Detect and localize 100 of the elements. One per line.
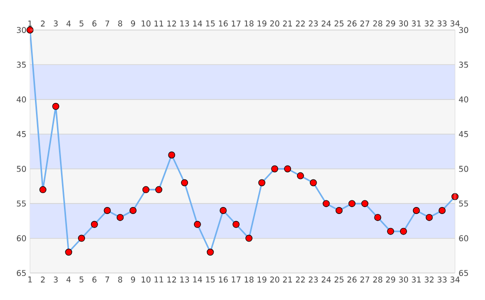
point [52, 102, 60, 110]
point [374, 214, 382, 221]
x-tick-label: 1 [28, 276, 32, 282]
x2-tick-label: 6 [92, 20, 96, 26]
point [90, 220, 98, 228]
point [271, 165, 278, 172]
x-tick-label: 30 [399, 276, 408, 283]
x-tick-label: 8 [118, 276, 122, 283]
x-tick-label: 14 [193, 276, 202, 282]
x2-tick-label: 31 [412, 20, 421, 26]
x2-tick-label: 32 [424, 20, 434, 26]
x2-tick-label: 15 [206, 20, 215, 26]
y-tick-label: 55 [16, 200, 26, 207]
x-tick-label: 33 [438, 276, 447, 283]
x2-tick-label: 10 [142, 20, 150, 26]
x-tick-label: 16 [218, 276, 228, 283]
x2-tick-label: 1 [28, 20, 32, 26]
x-tick-label: 12 [167, 276, 176, 282]
point [142, 186, 150, 194]
y2-tick-label: 60 [459, 235, 468, 242]
x-tick-label: 6 [92, 276, 96, 283]
point [39, 186, 46, 194]
point [220, 207, 227, 214]
x2-tick-label: 7 [105, 20, 110, 26]
x-tick-label: 3 [54, 276, 58, 283]
x-tick-label: 32 [424, 276, 434, 283]
x2-tick-label: 22 [296, 20, 305, 26]
x-tick-label: 23 [308, 276, 318, 283]
x2-tick-label: 17 [232, 20, 240, 26]
point [438, 207, 446, 214]
point [194, 220, 201, 228]
point [284, 165, 292, 172]
y2-tick-label: 45 [458, 131, 468, 138]
x2-tick-label: 23 [308, 20, 318, 26]
x2-tick-label: 25 [334, 20, 344, 26]
x-tick-label: 11 [154, 276, 164, 282]
point [65, 248, 72, 256]
point [336, 207, 343, 214]
point [155, 186, 162, 194]
x-tick-label: 20 [270, 276, 280, 283]
x2-tick-label: 2 [40, 20, 45, 26]
x-tick-label: 21 [283, 276, 292, 282]
x-tick-label: 28 [373, 276, 382, 283]
x2-tick-label: 8 [118, 20, 122, 26]
x-tick-label: 22 [296, 276, 305, 282]
point [258, 179, 266, 186]
x2-tick-label: 30 [399, 20, 408, 26]
x2-tick-label: 12 [167, 20, 176, 26]
x2-tick-label: 4 [66, 20, 71, 26]
point [296, 172, 304, 180]
x-tick-label: 15 [206, 276, 215, 282]
x-tick-label: 10 [142, 276, 150, 283]
y2-tick-label: 50 [459, 166, 468, 172]
x2-tick-label: 3 [54, 20, 58, 26]
x-tick-label: 24 [322, 276, 331, 282]
x2-tick-label: 28 [373, 20, 382, 26]
x-tick-label: 17 [232, 276, 240, 282]
point [322, 200, 330, 208]
x2-tick-label: 9 [130, 20, 136, 26]
point [168, 151, 176, 158]
x-tick-label: 27 [360, 276, 370, 282]
y-tick-label: 40 [16, 96, 26, 102]
y-tick-label: 30 [16, 26, 26, 34]
y2-tick-label: 30 [459, 26, 468, 34]
point [232, 220, 240, 228]
x2-tick-label: 33 [438, 20, 447, 26]
x-tick-label: 5 [80, 276, 84, 282]
point [78, 234, 86, 242]
x-tick-label: 26 [347, 276, 357, 283]
point [387, 228, 394, 235]
x2-tick-label: 18 [244, 20, 254, 26]
x-tick-label: 2 [40, 276, 45, 282]
x2-tick-label: 26 [347, 20, 357, 26]
x-tick-label: 9 [130, 276, 136, 283]
y2-tick-label: 40 [458, 96, 468, 102]
point [426, 214, 433, 221]
x2-tick-label: 27 [360, 20, 370, 26]
point [310, 179, 317, 186]
x2-tick-label: 19 [258, 20, 266, 26]
x2-tick-label: 24 [322, 20, 331, 26]
point [245, 234, 252, 242]
x2-tick-label: 20 [270, 20, 280, 26]
point [348, 200, 356, 208]
point [130, 207, 137, 214]
x2-tick-label: 11 [154, 20, 164, 26]
y-tick-label: 45 [16, 131, 26, 138]
x2-tick-label: 29 [386, 20, 396, 26]
y2-tick-label: 55 [459, 200, 468, 207]
point [104, 207, 111, 214]
y-tick-label: 60 [16, 235, 26, 242]
point [26, 26, 34, 34]
point [116, 214, 124, 221]
point [181, 179, 188, 186]
y-tick-label: 35 [16, 62, 26, 68]
x-tick-label: 7 [105, 276, 110, 282]
x-tick-label: 13 [180, 276, 189, 283]
x-tick-label: 4 [66, 276, 71, 282]
x2-tick-label: 5 [80, 20, 84, 26]
x-tick-label: 19 [258, 276, 266, 283]
point [412, 207, 420, 214]
